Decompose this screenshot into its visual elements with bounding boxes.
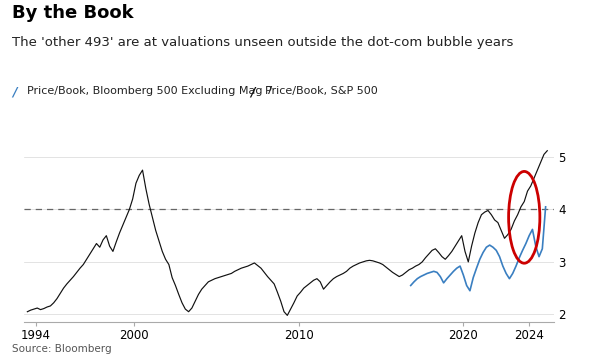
Text: Price/Book, Bloomberg 500 Excluding Mag 7: Price/Book, Bloomberg 500 Excluding Mag … [27, 86, 273, 96]
Text: /: / [250, 86, 255, 99]
Text: Price/Book, S&P 500: Price/Book, S&P 500 [265, 86, 377, 96]
Text: The 'other 493' are at valuations unseen outside the dot-com bubble years: The 'other 493' are at valuations unseen… [12, 36, 514, 49]
Text: /: / [12, 86, 17, 99]
Text: Source: Bloomberg: Source: Bloomberg [12, 344, 111, 354]
Text: By the Book: By the Book [12, 4, 134, 21]
